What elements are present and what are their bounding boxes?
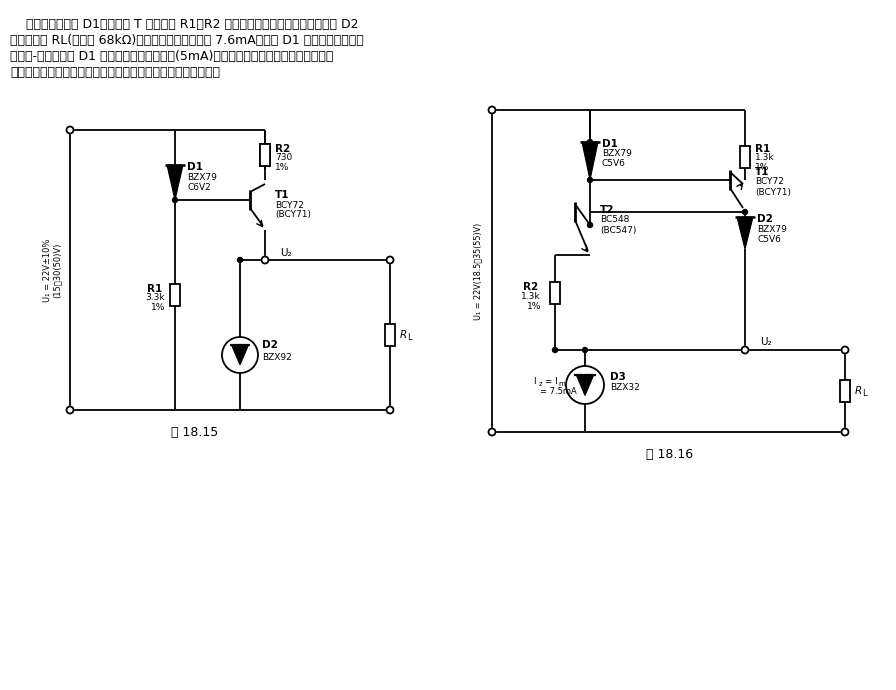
Circle shape <box>262 257 269 264</box>
Text: C6V2: C6V2 <box>187 182 211 192</box>
Text: BZX79: BZX79 <box>757 224 787 233</box>
Text: D1: D1 <box>187 162 202 172</box>
Text: 入电流波动引起的射极电流和基准二极管电流的变化也就很小。: 入电流波动引起的射极电流和基准二极管电流的变化也就很小。 <box>10 66 220 79</box>
Text: D1: D1 <box>602 139 618 149</box>
Text: U₁ = 22V±10%
(15～30(50)V): U₁ = 22V±10% (15～30(50)V) <box>43 238 62 302</box>
Circle shape <box>588 139 592 144</box>
Text: BZX79: BZX79 <box>602 150 632 159</box>
Text: U₂: U₂ <box>760 337 771 347</box>
Text: R: R <box>855 386 862 396</box>
Polygon shape <box>582 142 598 180</box>
Text: 图 18.15: 图 18.15 <box>171 426 219 439</box>
Text: 1%: 1% <box>755 164 770 172</box>
Circle shape <box>841 346 849 353</box>
Text: (BCY71): (BCY71) <box>275 210 311 219</box>
Text: 1%: 1% <box>275 163 289 172</box>
Text: L: L <box>407 333 411 342</box>
Text: U₁ = 22V(18.5～35(55)V): U₁ = 22V(18.5～35(55)V) <box>473 222 482 319</box>
Text: L: L <box>862 388 866 397</box>
Text: D3: D3 <box>610 372 626 382</box>
Text: BCY72: BCY72 <box>275 201 304 210</box>
Text: BCY72: BCY72 <box>755 177 784 186</box>
Bar <box>740 146 750 168</box>
Circle shape <box>743 210 747 215</box>
Text: 管的基-射极电流而 D1 中的电流又设计得很大(5mA)，因此，由于晶体管数据分散性和输: 管的基-射极电流而 D1 中的电流又设计得很大(5mA)，因此，由于晶体管数据分… <box>10 50 333 63</box>
Polygon shape <box>576 375 594 395</box>
Text: 该电路由稳压管 D1、晶体管 T 以及电阻 R1、R2 构成恒流源，可供给由基准二极管 D2: 该电路由稳压管 D1、晶体管 T 以及电阻 R1、R2 构成恒流源，可供给由基准… <box>10 18 358 31</box>
Text: 1%: 1% <box>527 302 541 311</box>
Text: T1: T1 <box>275 190 289 200</box>
Text: BZX79: BZX79 <box>187 172 217 181</box>
Text: BC548: BC548 <box>600 215 629 224</box>
Circle shape <box>66 126 73 133</box>
Circle shape <box>237 257 243 262</box>
Bar <box>840 380 850 402</box>
Text: = 7.5mA: = 7.5mA <box>540 386 577 395</box>
Text: R2: R2 <box>275 144 290 154</box>
Bar <box>550 282 560 304</box>
Circle shape <box>582 348 588 353</box>
Text: R: R <box>400 330 408 340</box>
Text: 1.3k: 1.3k <box>521 292 540 301</box>
Text: m: m <box>558 381 564 387</box>
Text: z: z <box>539 381 543 387</box>
Circle shape <box>488 106 495 113</box>
Circle shape <box>841 428 849 435</box>
Text: 730: 730 <box>275 153 292 163</box>
Text: R2: R2 <box>523 282 538 293</box>
Text: R1: R1 <box>147 284 162 294</box>
Text: R1: R1 <box>755 144 771 154</box>
Circle shape <box>588 222 592 228</box>
Text: 3.3k: 3.3k <box>145 293 165 302</box>
Text: I: I <box>533 377 536 386</box>
Text: (BC547): (BC547) <box>600 226 636 235</box>
Text: T1: T1 <box>755 167 770 177</box>
Text: 和负载电阻 RL(这里为 68kΩ)构成的并联电路电流约 7.6mA。由于 D1 上电流远大于晶体: 和负载电阻 RL(这里为 68kΩ)构成的并联电路电流约 7.6mA。由于 D1… <box>10 34 364 47</box>
Text: 1.3k: 1.3k <box>755 153 775 163</box>
Circle shape <box>386 406 393 413</box>
Text: T2: T2 <box>600 205 615 215</box>
Polygon shape <box>231 345 248 365</box>
Text: BZX92: BZX92 <box>262 353 292 362</box>
Polygon shape <box>167 165 183 200</box>
Text: (BCY71): (BCY71) <box>755 188 791 197</box>
Bar <box>260 144 270 166</box>
Circle shape <box>588 177 592 182</box>
Bar <box>385 324 395 346</box>
Text: = I: = I <box>542 377 558 386</box>
Bar <box>260 144 270 166</box>
Text: U₂: U₂ <box>280 248 291 258</box>
Polygon shape <box>737 217 753 249</box>
Text: 1%: 1% <box>151 302 166 311</box>
Text: BZX32: BZX32 <box>610 384 640 393</box>
Text: D2: D2 <box>262 340 278 350</box>
Circle shape <box>173 197 177 202</box>
Bar <box>170 284 180 306</box>
Text: C5V6: C5V6 <box>757 235 781 244</box>
Text: 图 18.16: 图 18.16 <box>646 448 694 460</box>
Circle shape <box>488 428 495 435</box>
Circle shape <box>386 257 393 264</box>
Circle shape <box>742 346 748 353</box>
Text: C5V6: C5V6 <box>602 159 626 168</box>
Text: D2: D2 <box>757 214 773 224</box>
Circle shape <box>66 406 73 413</box>
Circle shape <box>553 348 557 353</box>
